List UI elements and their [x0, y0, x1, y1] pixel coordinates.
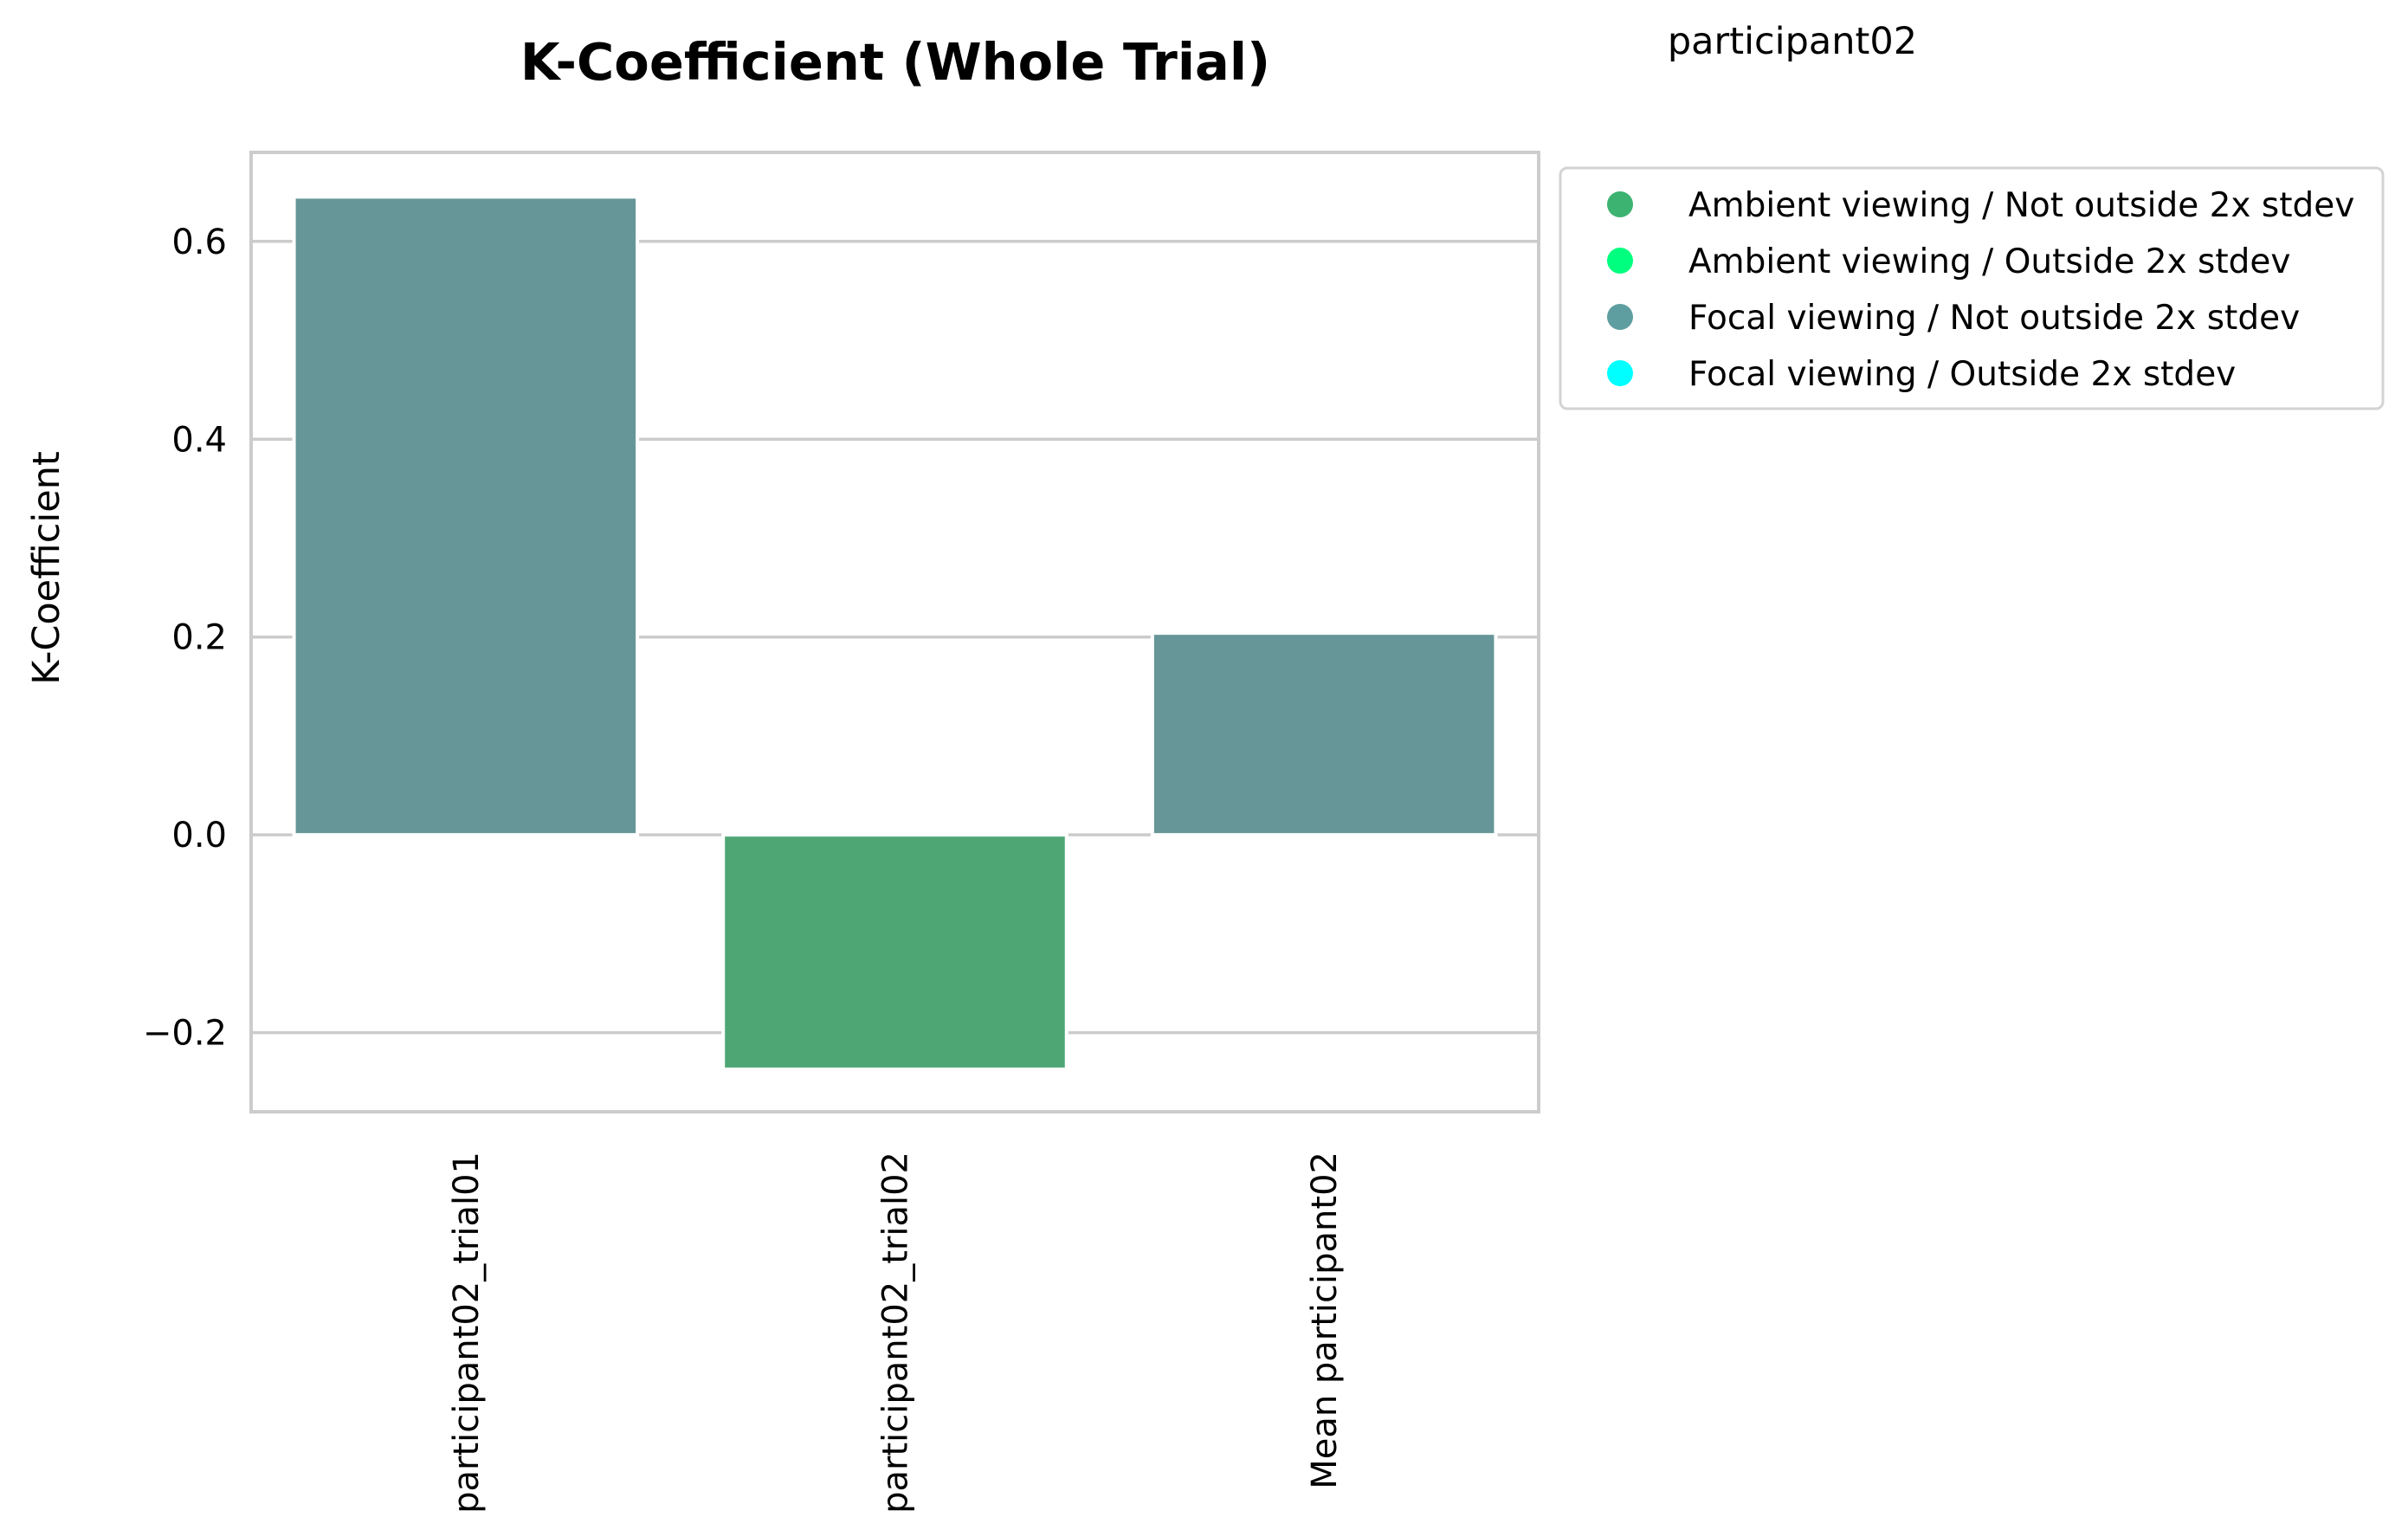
- x-tick-label: Mean participant02: [1305, 1152, 1345, 1489]
- bar-1: [292, 195, 640, 837]
- legend-marker-3: [1607, 304, 1633, 330]
- plot-area: −0.2 0.0 0.2 0.4 0.6 participant02_trial01 par…: [143, 151, 1540, 1514]
- legend-box: [1559, 166, 2385, 410]
- plot-frame: [249, 151, 1540, 1114]
- legend-marker-2: [1607, 248, 1633, 274]
- legend-label-4: Focal viewing / Outside 2x stdev: [1688, 355, 2236, 394]
- bar-2: [721, 833, 1068, 1071]
- bar-3: [1150, 631, 1498, 837]
- chart-suptitle: participant02: [1668, 20, 1917, 63]
- y-tick-label: −0.2: [143, 1014, 227, 1054]
- chart-title: K-Coefficient (Whole Trial): [520, 32, 1270, 92]
- y-tick-label: 0.4: [171, 420, 227, 460]
- y-axis-label: K-Coefficient: [25, 451, 68, 685]
- legend-marker-1: [1607, 191, 1633, 217]
- y-tick-label: 0.0: [171, 816, 227, 855]
- legend-label-2: Ambient viewing / Outside 2x stdev: [1688, 242, 2290, 281]
- legend-label-3: Focal viewing / Not outside 2x stdev: [1688, 299, 2300, 338]
- x-tick-label: participant02_trial02: [876, 1152, 916, 1514]
- legend-marker-4: [1607, 360, 1633, 386]
- legend-label-1: Ambient viewing / Not outside 2x stdev: [1688, 186, 2354, 225]
- y-tick-label: 0.2: [171, 618, 227, 658]
- y-tick-label: 0.6: [171, 223, 227, 262]
- legend: Ambient viewing / Not outside 2x stdev Am…: [1559, 166, 2385, 410]
- x-tick-label: participant02_trial01: [447, 1152, 487, 1514]
